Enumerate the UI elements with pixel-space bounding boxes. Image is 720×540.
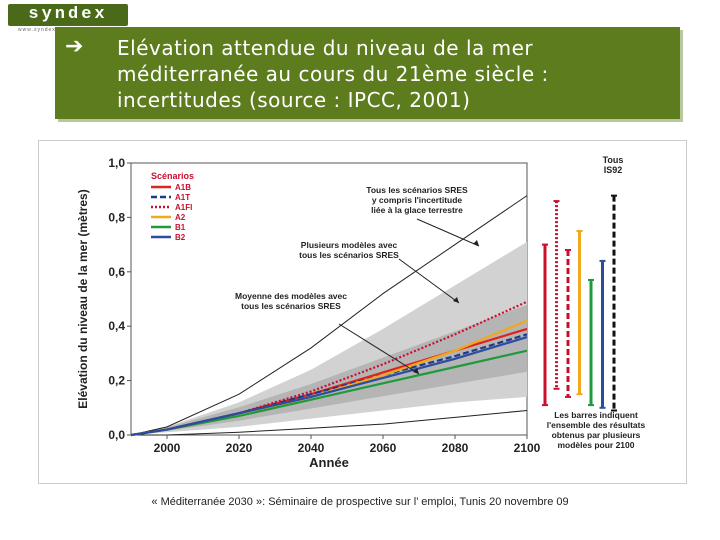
logo-subtext: www.syndex.fr <box>18 27 64 33</box>
footer-text: « Méditerranée 2030 »: Séminaire de pros… <box>151 496 569 508</box>
legend-label: A1FI <box>175 203 192 212</box>
logo-box <box>8 4 128 26</box>
y-tick-label: 1,0 <box>108 156 125 170</box>
annotation-arrow <box>416 218 480 247</box>
y-axis-label: Elévation du niveau de la mer (mètres) <box>76 189 90 408</box>
legend-label: B2 <box>175 233 186 242</box>
x-tick-label: 2080 <box>442 441 469 455</box>
annotation-arrowhead <box>453 297 459 303</box>
annotation-text: Tous les scénarios SRES y compris l'incer… <box>366 185 468 215</box>
annotation-text: Les barres indiquent l'ensemble des résul… <box>547 410 646 450</box>
y-tick-label: 0,4 <box>108 319 125 333</box>
x-tick-label: 2060 <box>370 441 397 455</box>
chart-frame: 2000 2020 2040 2060 2080 2100 0,0 0,2 0,4 0,6 0,8 1… <box>38 140 687 484</box>
model-mean-band <box>131 304 527 435</box>
annotation-arrow <box>398 258 460 304</box>
legend-label: B1 <box>175 223 186 232</box>
legend-label: A1T <box>175 193 190 202</box>
y-tick-label: 0,8 <box>108 210 125 224</box>
sea-level-chart: 2000 2020 2040 2060 2080 2100 0,0 0,2 0,4 0,6 0,8 1… <box>76 155 646 470</box>
x-axis-label: Année <box>309 455 349 470</box>
y-tick-label: 0,6 <box>108 265 125 279</box>
y-tick-label: 0,2 <box>108 374 125 388</box>
y-tick-label: 0,0 <box>108 428 125 442</box>
series-line-b2 <box>130 336 528 437</box>
logo-text: syndex <box>28 5 108 24</box>
annotation-text: Moyenne des modèles avec tous les scénari… <box>235 291 347 311</box>
annotation-text: Plusieurs modèles avec tous les scénarios… <box>299 240 399 260</box>
envelope-upper-line <box>130 195 528 436</box>
annotation-arrowhead <box>413 368 419 374</box>
x-tick-label: 2040 <box>298 441 325 455</box>
x-tick-label: 2000 <box>154 441 181 455</box>
legend-label: A2 <box>175 213 186 222</box>
syndex-logo: syndex www.syndex.fr <box>8 4 128 34</box>
x-tick-label: 2100 <box>514 441 541 455</box>
x-tick-label: 2020 <box>226 441 253 455</box>
annotation-arrowhead <box>473 240 479 246</box>
slide-title: Elévation attendue du niveau de la mer m… <box>117 36 549 112</box>
title-banner: ➔ Elévation attendue du niveau de la mer… <box>55 27 680 119</box>
arrow-right-icon: ➔ <box>65 33 84 58</box>
annotation-arrow <box>338 323 420 375</box>
bars-heading: Tous IS92 <box>603 155 624 175</box>
legend-title: Scénarios <box>151 171 194 181</box>
legend-label: A1B <box>175 183 191 192</box>
